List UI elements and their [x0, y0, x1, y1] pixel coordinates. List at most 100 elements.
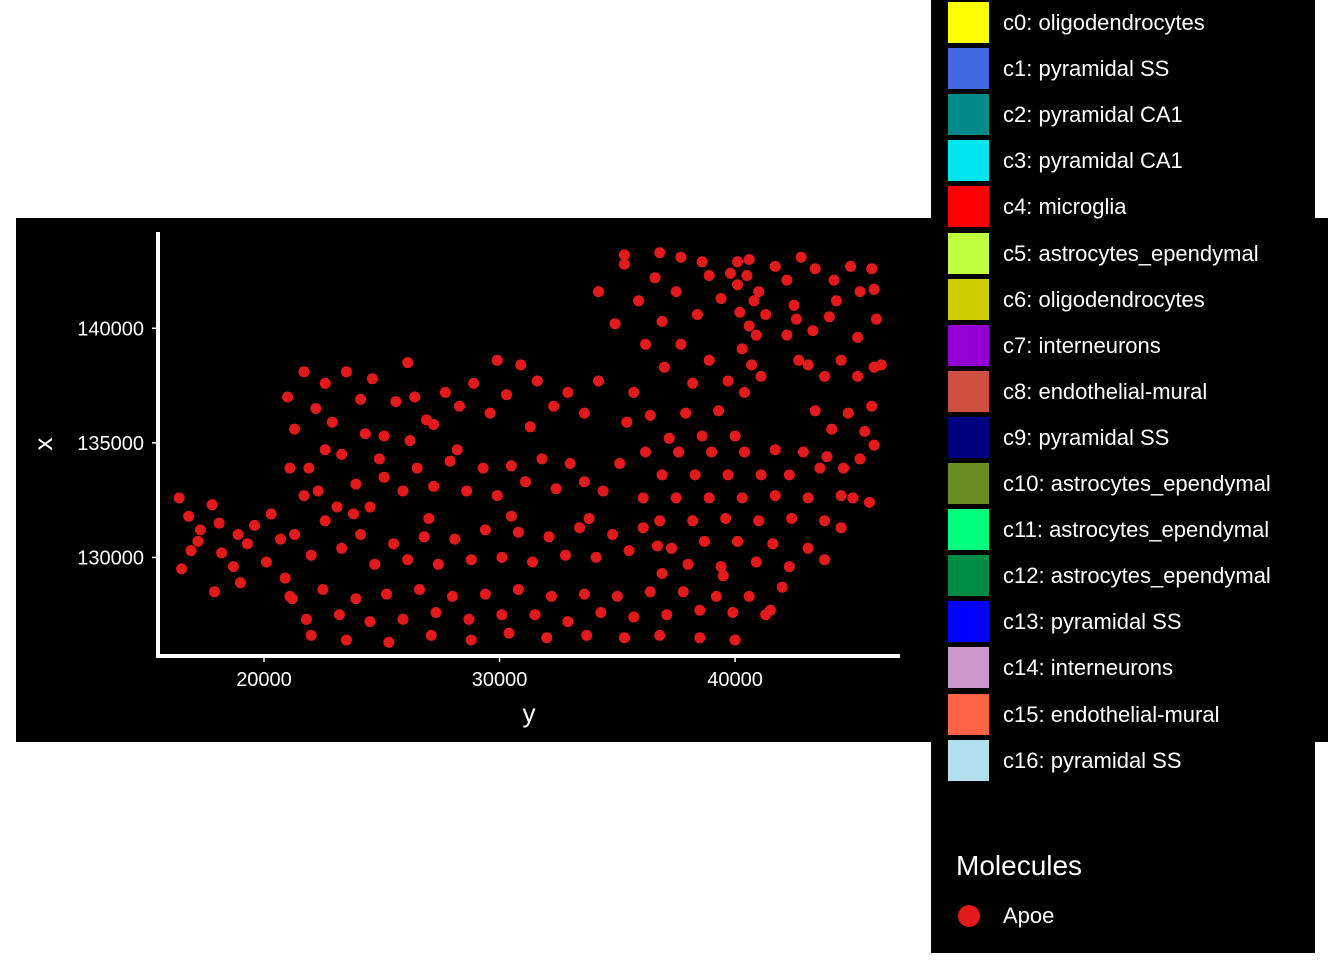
apoe-point — [748, 295, 760, 307]
apoe-point — [614, 458, 626, 469]
apoe-point — [609, 318, 621, 330]
apoe-point — [491, 354, 503, 366]
legend-label-c5: c5: astrocytes_ependymal — [1003, 240, 1259, 266]
apoe-point — [388, 538, 400, 550]
apoe-point — [661, 609, 673, 621]
apoe-point — [729, 430, 741, 442]
apoe-point — [776, 581, 788, 593]
legend-label-c4: c4: microglia — [1003, 194, 1127, 220]
apoe-point — [670, 286, 682, 298]
apoe-point — [381, 588, 392, 600]
apoe-point — [654, 247, 666, 259]
apoe-point — [194, 524, 206, 536]
apoe-point — [666, 542, 677, 554]
apoe-point — [378, 430, 390, 442]
apoe-point — [607, 529, 619, 540]
apoe-point — [583, 513, 595, 524]
apoe-point — [531, 375, 543, 387]
legend-key-c5 — [948, 232, 989, 274]
apoe-point — [515, 359, 527, 371]
apoe-point — [503, 627, 515, 639]
apoe-point — [767, 538, 779, 550]
apoe-point — [595, 607, 607, 618]
apoe-point — [578, 588, 590, 600]
apoe-point — [687, 515, 699, 527]
apoe-point — [746, 359, 758, 371]
legend-key-c8 — [948, 370, 989, 412]
legend-label-c0: c0: oligodendrocytes — [1003, 10, 1205, 35]
apoe-point — [621, 416, 633, 428]
apoe-point — [216, 547, 228, 559]
apoe-point — [875, 359, 887, 371]
apoe-point — [355, 529, 367, 540]
legend-label-c11: c11: astrocytes_ependymal — [1003, 517, 1270, 543]
apoe-point — [527, 556, 538, 568]
apoe-point — [227, 561, 239, 573]
apoe-point — [795, 251, 807, 263]
apoe-point — [305, 549, 317, 561]
apoe-point — [783, 561, 795, 573]
apoe-point — [611, 590, 623, 602]
apoe-point — [830, 295, 842, 307]
apoe-point — [479, 524, 491, 536]
apoe-point — [802, 492, 814, 504]
legend-key-c11 — [948, 509, 989, 551]
apoe-point — [663, 432, 675, 444]
apoe-point — [331, 501, 343, 513]
apoe-point — [275, 533, 286, 545]
apoe-point — [706, 446, 718, 458]
apoe-point — [628, 386, 640, 398]
legend-key-c2 — [948, 94, 989, 136]
apoe-point — [496, 551, 508, 563]
apoe-point — [463, 613, 475, 625]
apoe-point — [520, 476, 531, 488]
legend-panel: c0: oligodendrocytes c1: pyramidal SS c2: … — [931, 0, 1315, 953]
apoe-point — [359, 428, 371, 440]
apoe-point — [736, 343, 748, 355]
apoe-point — [465, 634, 477, 646]
apoe-point — [550, 483, 562, 495]
apoe-point — [732, 256, 743, 268]
legend-label-c2: c2: pyramidal CA1 — [1003, 102, 1183, 128]
apoe-point — [696, 430, 708, 442]
apoe-point — [703, 354, 715, 366]
apoe-point — [823, 311, 835, 323]
apoe-point — [446, 590, 458, 602]
apoe-point — [618, 632, 630, 644]
apoe-point — [548, 400, 560, 412]
legend-key-c14 — [948, 647, 989, 689]
legend-key-c6 — [948, 278, 989, 320]
apoe-point — [541, 632, 553, 644]
apoe-point — [694, 604, 706, 616]
apoe-point — [564, 458, 576, 469]
apoe-point — [809, 263, 821, 275]
apoe-point — [369, 558, 381, 570]
apoe-point — [802, 542, 814, 554]
apoe-point — [736, 492, 748, 504]
apoe-point — [750, 556, 762, 568]
apoe-point — [866, 400, 878, 412]
apoe-point — [724, 267, 736, 279]
apoe-point — [428, 419, 440, 430]
apoe-point — [640, 338, 652, 350]
apoe-point — [654, 515, 666, 527]
apoe-point — [623, 545, 635, 557]
apoe-point — [298, 366, 310, 378]
apoe-point — [644, 409, 656, 421]
apoe-point — [783, 469, 795, 481]
apoe-point — [868, 439, 880, 451]
apoe-point — [790, 313, 802, 325]
apoe-point — [670, 492, 682, 504]
legend-label-c9: c9: pyramidal SS — [1003, 424, 1170, 450]
apoe-point — [750, 329, 762, 341]
apoe-point — [729, 634, 741, 646]
apoe-point — [249, 519, 261, 531]
y-tick-label: 135000 — [77, 433, 144, 455]
legend-key-c16 — [948, 739, 989, 781]
apoe-point — [753, 286, 765, 298]
apoe-point — [465, 554, 477, 566]
apoe-point — [505, 460, 517, 472]
apoe-point — [303, 462, 315, 474]
legend-key-apoe — [958, 905, 980, 927]
apoe-point — [496, 609, 508, 621]
